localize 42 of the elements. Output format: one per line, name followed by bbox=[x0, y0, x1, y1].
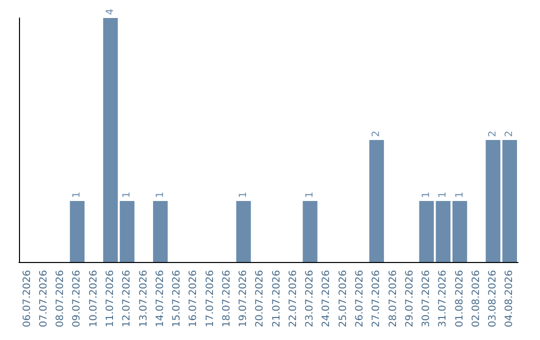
x-tick-label: 27.07.2026 bbox=[371, 270, 382, 328]
x-tick-label: 22.07.2026 bbox=[288, 270, 299, 328]
data-label: 1 bbox=[72, 192, 83, 198]
x-tick-label: 23.07.2026 bbox=[304, 270, 316, 328]
x-tick-label: 31.07.2026 bbox=[438, 270, 449, 328]
x-tick-label: 08.07.2026 bbox=[55, 270, 66, 328]
x-tick-label: 30.07.2026 bbox=[421, 270, 432, 328]
x-tick-label: 17.07.2026 bbox=[204, 270, 216, 328]
x-tick-label: 10.07.2026 bbox=[88, 270, 100, 328]
data-label: 1 bbox=[122, 192, 133, 198]
x-tick-label: 19.07.2026 bbox=[238, 270, 250, 328]
data-label: 1 bbox=[304, 192, 316, 198]
x-tick-label: 07.07.2026 bbox=[38, 270, 50, 328]
x-tick-label: 04.08.2026 bbox=[504, 270, 516, 328]
x-tick-label: 03.08.2026 bbox=[488, 270, 499, 328]
data-label: 1 bbox=[454, 192, 466, 198]
x-tick-label: 21.07.2026 bbox=[271, 270, 282, 328]
x-tick-label: 01.08.2026 bbox=[454, 270, 466, 328]
x-tick-label: 25.07.2026 bbox=[338, 270, 349, 328]
x-tick-label: 28.07.2026 bbox=[388, 270, 399, 328]
data-label: 4 bbox=[104, 8, 116, 15]
data-label: 1 bbox=[238, 192, 250, 198]
data-label: 1 bbox=[438, 192, 449, 198]
x-tick-label: 02.08.2026 bbox=[470, 270, 482, 328]
data-label: 2 bbox=[371, 130, 382, 137]
data-label: 2 bbox=[504, 130, 516, 137]
x-tick-label: 13.07.2026 bbox=[138, 270, 150, 328]
x-tick-label: 09.07.2026 bbox=[72, 270, 83, 328]
x-tick-label: 18.07.2026 bbox=[221, 270, 232, 328]
x-tick-label: 06.07.2026 bbox=[22, 270, 33, 328]
data-label: 2 bbox=[488, 130, 499, 137]
x-tick-label: 14.07.2026 bbox=[154, 270, 166, 328]
data-label: 1 bbox=[154, 192, 166, 198]
x-tick-label: 16.07.2026 bbox=[188, 270, 200, 328]
data-label: 1 bbox=[421, 192, 432, 198]
x-tick-label: 24.07.2026 bbox=[321, 270, 332, 328]
x-tick-label: 20.07.2026 bbox=[254, 270, 266, 328]
x-tick-label: 15.07.2026 bbox=[172, 270, 183, 328]
x-tick-label: 11.07.2026 bbox=[104, 270, 116, 328]
x-tick-label: 29.07.2026 bbox=[404, 270, 416, 328]
x-tick-label: 12.07.2026 bbox=[122, 270, 133, 328]
x-tick-label: 26.07.2026 bbox=[354, 270, 366, 328]
